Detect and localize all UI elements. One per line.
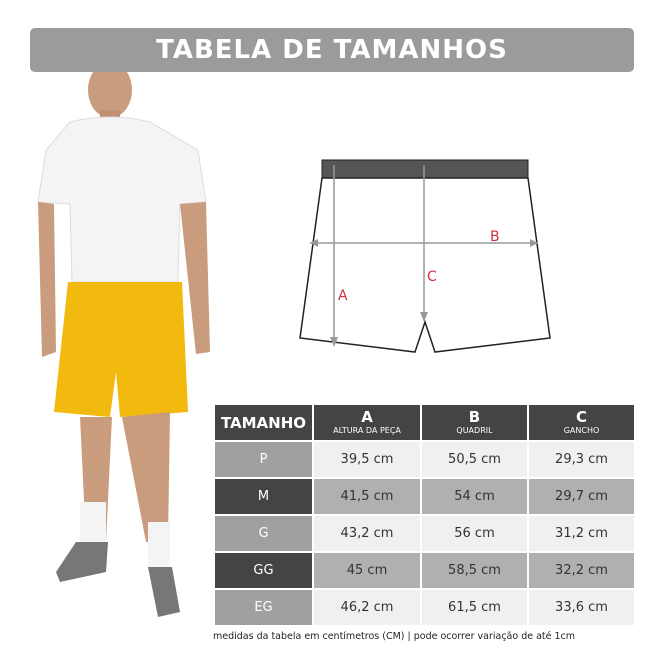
table-footnote: medidas da tabela em centímetros (CM) | … bbox=[213, 631, 576, 642]
table-row: GG 45 cm 58,5 cm 32,2 cm bbox=[213, 551, 636, 590]
table-header: TAMANHO A ALTURA DA PEÇA B QUADRIL C GANCHO bbox=[213, 403, 636, 442]
measure-cell: 45 cm bbox=[312, 551, 422, 590]
measure-cell: 54 cm bbox=[420, 477, 529, 516]
measure-cell: 29,7 cm bbox=[527, 477, 636, 516]
table-row: M 41,5 cm 54 cm 29,7 cm bbox=[213, 477, 636, 516]
measure-cell: 58,5 cm bbox=[420, 551, 529, 590]
label-b: B bbox=[490, 229, 500, 245]
measure-cell: 33,6 cm bbox=[527, 588, 636, 627]
table-row: P 39,5 cm 50,5 cm 29,3 cm bbox=[213, 440, 636, 479]
size-cell: P bbox=[213, 440, 314, 479]
header-size: TAMANHO bbox=[213, 403, 314, 442]
size-cell: G bbox=[213, 514, 314, 553]
size-cell: EG bbox=[213, 588, 314, 627]
measure-cell: 29,3 cm bbox=[527, 440, 636, 479]
header-c: C GANCHO bbox=[527, 403, 636, 442]
measure-cell: 32,2 cm bbox=[527, 551, 636, 590]
measure-cell: 43,2 cm bbox=[312, 514, 422, 553]
model-photo bbox=[37, 72, 210, 617]
measure-cell: 56 cm bbox=[420, 514, 529, 553]
shorts-outline bbox=[299, 177, 551, 353]
measure-cell: 41,5 cm bbox=[312, 477, 422, 516]
shorts-diagram: A B C bbox=[299, 159, 551, 353]
label-c: C bbox=[427, 269, 437, 285]
waistband bbox=[321, 159, 529, 179]
table-row: EG 46,2 cm 61,5 cm 33,6 cm bbox=[213, 588, 636, 627]
label-a: A bbox=[338, 288, 348, 304]
measure-cell: 61,5 cm bbox=[420, 588, 529, 627]
measure-cell: 39,5 cm bbox=[312, 440, 422, 479]
measure-cell: 31,2 cm bbox=[527, 514, 636, 553]
measure-cell: 46,2 cm bbox=[312, 588, 422, 627]
measure-cell: 50,5 cm bbox=[420, 440, 529, 479]
size-cell: GG bbox=[213, 551, 314, 590]
size-table: TAMANHO A ALTURA DA PEÇA B QUADRIL C GANCHO… bbox=[213, 403, 636, 627]
header-a: A ALTURA DA PEÇA bbox=[312, 403, 422, 442]
page-title: TABELA DE TAMANHOS bbox=[30, 28, 634, 72]
size-cell: M bbox=[213, 477, 314, 516]
header-b: B QUADRIL bbox=[420, 403, 529, 442]
table-row: G 43,2 cm 56 cm 31,2 cm bbox=[213, 514, 636, 553]
